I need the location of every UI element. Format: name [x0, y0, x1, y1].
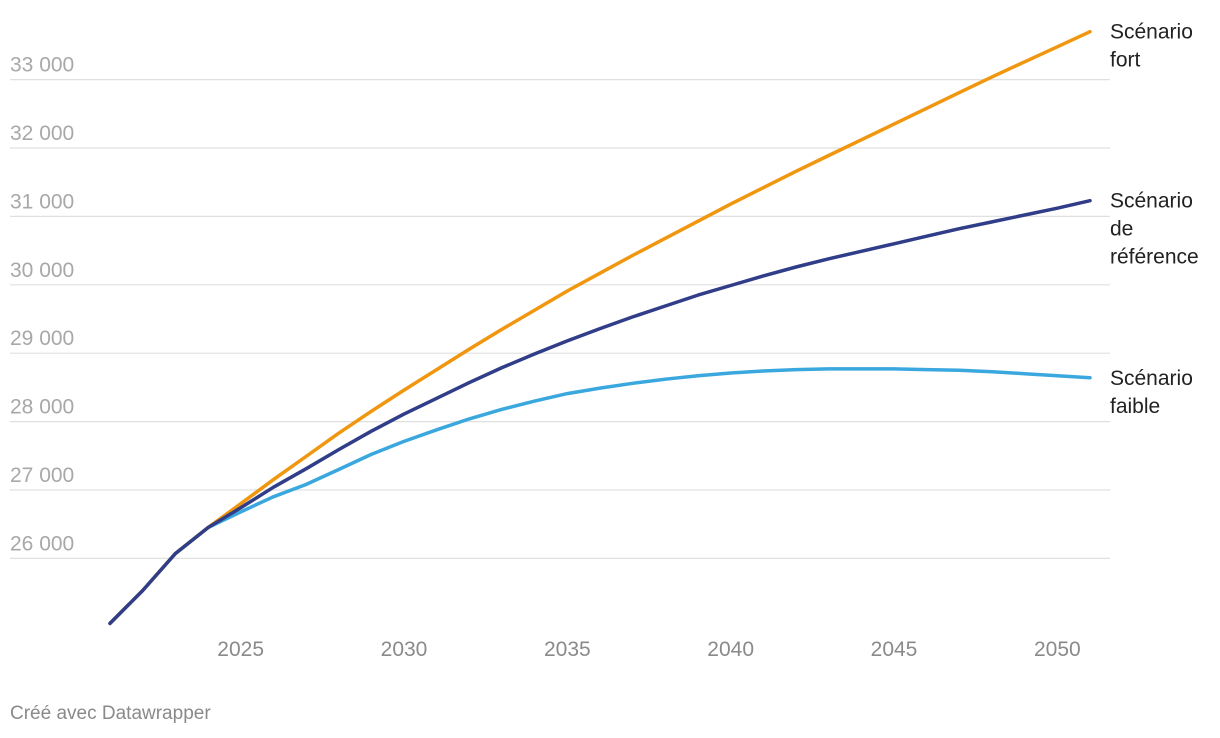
y-tick-label-30000: 30 000: [10, 259, 74, 282]
x-axis-ticks: 2025 2030 2035 2040 2045 2050: [217, 638, 1080, 661]
series-label-1-line-1: de: [1110, 218, 1133, 241]
x-tick-label-2045: 2045: [871, 638, 918, 661]
series-label-1-line-0: Scénario: [1110, 190, 1193, 213]
y-tick-label-33000: 33 000: [10, 54, 74, 77]
x-tick-label-2040: 2040: [707, 638, 754, 661]
y-tick-label-27000: 27 000: [10, 464, 74, 487]
series-label-0-line-0: Scénario: [1110, 21, 1193, 44]
x-tick-label-2030: 2030: [381, 638, 428, 661]
series-line-1: [108, 198, 1092, 626]
x-tick-label-2050: 2050: [1034, 638, 1081, 661]
x-tick-label-2035: 2035: [544, 638, 591, 661]
y-tick-label-26000: 26 000: [10, 532, 74, 555]
series-label-2-line-0: Scénario: [1110, 367, 1193, 390]
series-line-2: [108, 367, 1092, 626]
series-label-1-line-2: référence: [1110, 246, 1199, 269]
y-tick-label-29000: 29 000: [10, 327, 74, 350]
series-lines: [108, 29, 1092, 626]
series-label-0-line-1: fort: [1110, 49, 1141, 72]
series-labels: Scénario fort Scénario de référence Scénario f…: [1110, 21, 1199, 418]
y-tick-label-32000: 32 000: [10, 122, 74, 145]
y-tick-label-28000: 28 000: [10, 396, 74, 419]
x-tick-label-2025: 2025: [217, 638, 264, 661]
y-axis-ticks: 26 000 27 000 28 000 29 000 30 000 31 000 32 0…: [10, 54, 74, 556]
credit-text: Créé avec Datawrapper: [10, 703, 211, 724]
series-label-2-line-1: faible: [1110, 395, 1160, 418]
y-tick-label-31000: 31 000: [10, 190, 74, 213]
grid-lines: [10, 78, 1110, 560]
series-line-0: [108, 29, 1092, 626]
